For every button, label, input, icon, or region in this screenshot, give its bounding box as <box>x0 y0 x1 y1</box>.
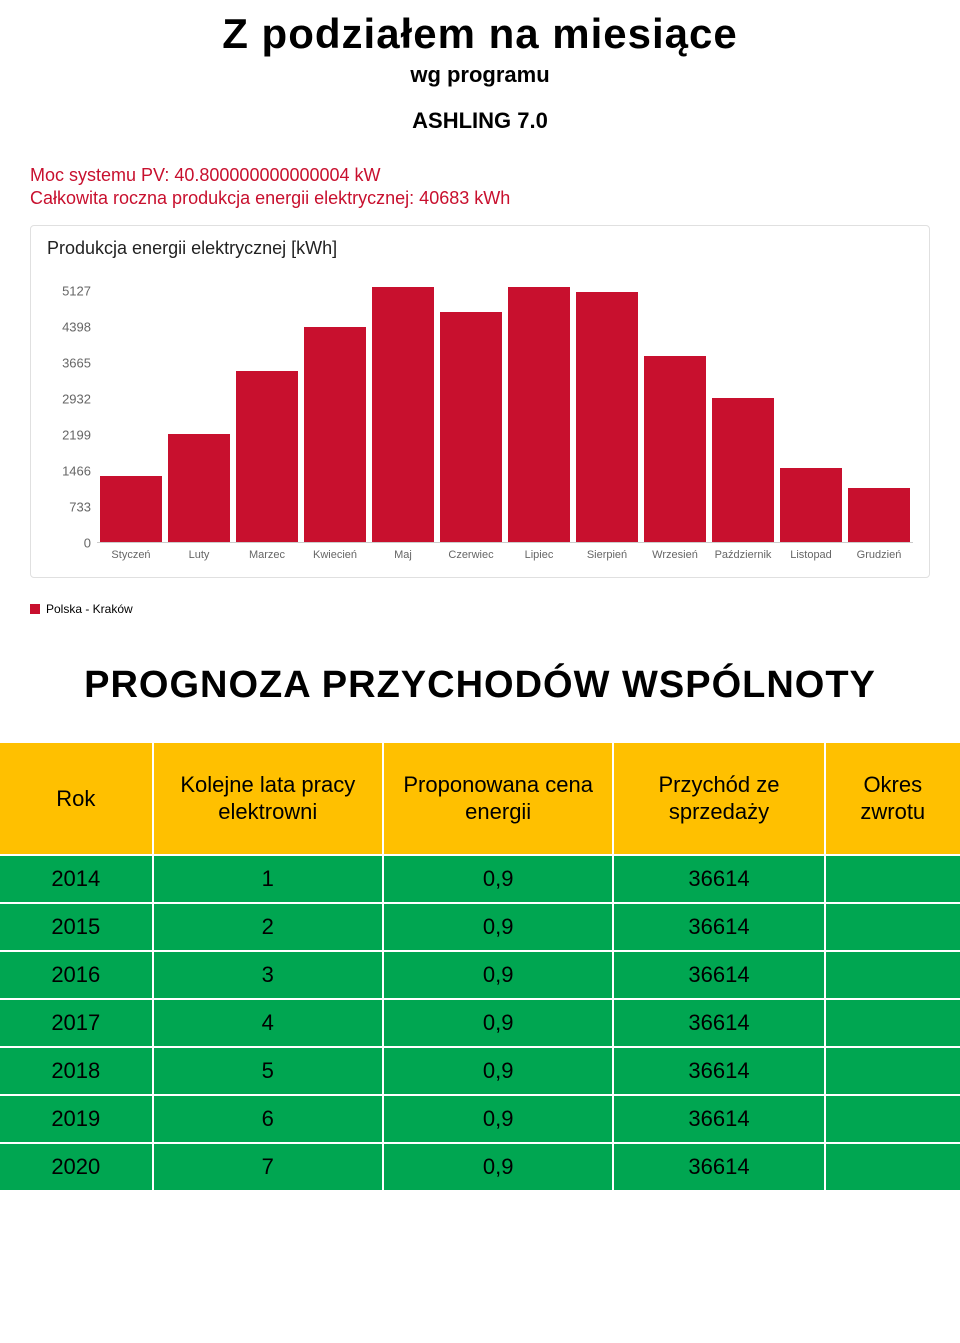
table-cell: 1 <box>154 856 384 904</box>
table-cell: 2 <box>154 904 384 952</box>
table-cell: 4 <box>154 1000 384 1048</box>
th-kolejne: Kolejne lata pracy elektrowni <box>154 743 384 856</box>
table-cell: 36614 <box>614 856 825 904</box>
table-cell: 0,9 <box>384 1000 614 1048</box>
chart-title: Produkcja energii elektrycznej [kWh] <box>47 238 913 259</box>
table-row: 201740,936614 <box>0 1000 960 1048</box>
th-przychod: Przychód ze sprzedaży <box>614 743 825 856</box>
bar <box>780 468 842 541</box>
table-cell: 0,9 <box>384 1048 614 1096</box>
bar <box>100 476 162 542</box>
table-cell <box>826 952 960 1000</box>
forecast-title: PROGNOZA PRZYCHODÓW WSPÓLNOTY <box>0 664 960 707</box>
bar <box>372 287 434 541</box>
th-okres: Okres zwrotu <box>826 743 960 856</box>
table-cell: 0,9 <box>384 1096 614 1144</box>
legend-swatch <box>30 604 40 614</box>
table-cell: 36614 <box>614 952 825 1000</box>
table-cell <box>826 1096 960 1144</box>
bar <box>848 488 910 542</box>
table-cell: 3 <box>154 952 384 1000</box>
x-label: Wrzesień <box>641 549 709 561</box>
table-cell: 36614 <box>614 1048 825 1096</box>
table-cell <box>826 1048 960 1096</box>
x-label: Maj <box>369 549 437 561</box>
bar <box>508 287 570 541</box>
bar <box>712 398 774 541</box>
bars-group <box>97 273 913 542</box>
y-tick: 0 <box>84 535 91 550</box>
annual-production-line: Całkowita roczna produkcja energii elekt… <box>30 187 930 210</box>
y-tick: 2932 <box>62 391 91 406</box>
x-label: Październik <box>709 549 777 561</box>
table-cell: 2020 <box>0 1144 154 1192</box>
table-row: 202070,936614 <box>0 1144 960 1192</box>
bar <box>304 327 366 542</box>
th-cena: Proponowana cena energii <box>384 743 614 856</box>
table-cell: 2014 <box>0 856 154 904</box>
bar <box>236 371 298 542</box>
x-label: Luty <box>165 549 233 561</box>
table-cell: 2016 <box>0 952 154 1000</box>
table-cell: 36614 <box>614 1096 825 1144</box>
x-label: Listopad <box>777 549 845 561</box>
bar <box>440 312 502 542</box>
table-cell: 5 <box>154 1048 384 1096</box>
table-cell: 7 <box>154 1144 384 1192</box>
y-tick: 4398 <box>62 319 91 334</box>
y-tick: 5127 <box>62 284 91 299</box>
chart-container: Produkcja energii elektrycznej [kWh] 0 73… <box>30 225 930 578</box>
table-cell: 36614 <box>614 1000 825 1048</box>
y-tick: 1466 <box>62 463 91 478</box>
y-tick: 2199 <box>62 427 91 442</box>
system-info: Moc systemu PV: 40.800000000000004 kW Ca… <box>30 164 930 211</box>
plot-area <box>97 273 913 543</box>
system-power-line: Moc systemu PV: 40.800000000000004 kW <box>30 164 930 187</box>
x-label: Lipiec <box>505 549 573 561</box>
bar <box>576 292 638 541</box>
x-label: Kwiecień <box>301 549 369 561</box>
x-axis-labels: StyczeńLutyMarzecKwiecieńMajCzerwiecLipi… <box>97 549 913 561</box>
page-title: Z podziałem na miesiące <box>0 0 960 58</box>
program-name: ASHLING 7.0 <box>0 108 960 134</box>
table-cell: 0,9 <box>384 856 614 904</box>
bar <box>644 356 706 542</box>
table-row: 201410,936614 <box>0 856 960 904</box>
x-label: Styczeń <box>97 549 165 561</box>
table-cell: 2015 <box>0 904 154 952</box>
table-row: 201520,936614 <box>0 904 960 952</box>
table-cell: 2017 <box>0 1000 154 1048</box>
table-cell <box>826 1000 960 1048</box>
table-cell <box>826 904 960 952</box>
table-cell: 6 <box>154 1096 384 1144</box>
table-row: 201850,936614 <box>0 1048 960 1096</box>
legend-label: Polska - Kraków <box>46 602 133 616</box>
chart-legend: Polska - Kraków <box>30 602 930 616</box>
table-cell: 0,9 <box>384 952 614 1000</box>
bar <box>168 434 230 542</box>
y-axis: 0733146621992932366543985127 <box>47 273 97 543</box>
table-cell: 36614 <box>614 1144 825 1192</box>
table-row: 201960,936614 <box>0 1096 960 1144</box>
y-tick: 733 <box>69 499 91 514</box>
table-cell: 36614 <box>614 904 825 952</box>
th-rok: Rok <box>0 743 154 856</box>
x-label: Marzec <box>233 549 301 561</box>
page-subtitle: wg programu <box>0 62 960 88</box>
table-cell: 2019 <box>0 1096 154 1144</box>
table-row: 201630,936614 <box>0 952 960 1000</box>
table-cell: 0,9 <box>384 1144 614 1192</box>
table-cell <box>826 856 960 904</box>
chart-area: 0733146621992932366543985127 <box>47 273 913 543</box>
table-cell: 0,9 <box>384 904 614 952</box>
forecast-table: Rok Kolejne lata pracy elektrowni Propon… <box>0 743 960 1192</box>
x-label: Czerwiec <box>437 549 505 561</box>
y-tick: 3665 <box>62 355 91 370</box>
x-label: Grudzień <box>845 549 913 561</box>
forecast-tbody: 201410,936614201520,936614201630,9366142… <box>0 856 960 1192</box>
x-label: Sierpień <box>573 549 641 561</box>
table-cell: 2018 <box>0 1048 154 1096</box>
table-cell <box>826 1144 960 1192</box>
